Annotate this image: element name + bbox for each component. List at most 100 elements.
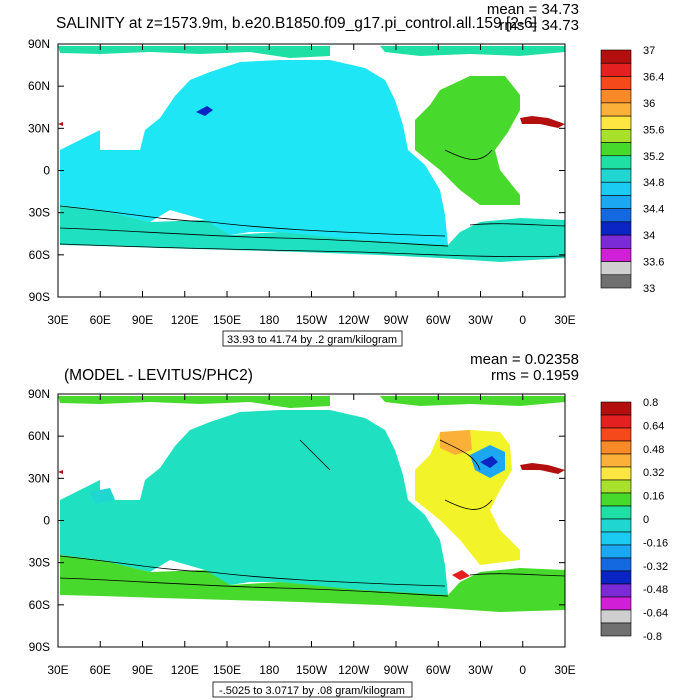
bottom-colorbar-box — [600, 531, 632, 546]
top-colorbar-label: 35.2 — [643, 151, 664, 163]
top-mean-label: mean = 34.73 — [487, 1, 579, 18]
bottom-colorbar-label: -0.16 — [643, 537, 668, 549]
bottom-y-tick-label: 30N — [28, 471, 50, 485]
top-x-tick-label: 180 — [259, 313, 279, 327]
top-x-tick-label: 60E — [90, 313, 111, 327]
top-colorbar-label: 33 — [643, 283, 655, 295]
top-x-tick-label: 150E — [213, 313, 241, 327]
top-japan-sea-feature — [196, 106, 213, 116]
top-y-tick-label: 30N — [28, 121, 50, 135]
top-x-tick-label: 120E — [171, 313, 199, 327]
bottom-colorbar-label: 0.8 — [643, 397, 658, 409]
bottom-colorbar-box — [600, 557, 632, 572]
bottom-x-tick-label: 30E — [554, 663, 575, 677]
top-x-tick-label: 60W — [426, 313, 451, 327]
bottom-mean-label: mean = 0.02358 — [470, 351, 579, 368]
bottom-x-tick-label: 120E — [171, 663, 199, 677]
bottom-mediterranean-feature — [520, 463, 565, 474]
top-x-tick-label: 30E — [47, 313, 68, 327]
top-axis-ticks — [57, 43, 566, 298]
bottom-red-sea-feature — [58, 470, 63, 474]
top-colorbar-box — [600, 142, 632, 157]
bottom-x-tick-label: 60E — [90, 663, 111, 677]
bottom-y-tick-label: 30S — [29, 556, 50, 570]
bottom-x-tick-label: 30W — [468, 663, 493, 677]
top-colorbar-box — [600, 274, 632, 289]
top-red-sea-feature — [58, 122, 63, 126]
top-x-tick-label: 0 — [519, 313, 526, 327]
top-colorbar-box — [600, 261, 632, 276]
bottom-range-label: -.5025 to 3.0717 by .08 gram/kilogram — [219, 685, 405, 697]
bottom-labrador-feature — [440, 430, 472, 455]
bottom-y-tick-label: 60S — [29, 598, 50, 612]
top-y-tick-label: 60S — [29, 248, 50, 262]
bottom-panel: (MODEL - LEVITUS/PHC2) mean = 0.02358 rm… — [28, 351, 668, 698]
top-colorbar-box — [600, 248, 632, 262]
bottom-colorbar-label: 0.48 — [643, 444, 664, 456]
bottom-southern-ocean — [60, 555, 565, 612]
top-colorbar-box — [600, 129, 632, 143]
bottom-x-tick-label: 0 — [519, 663, 526, 677]
top-colorbar-label: 36 — [643, 98, 655, 110]
top-colorbar — [600, 49, 632, 289]
bottom-colorbar-box — [600, 583, 632, 598]
bottom-colorbar-label: -0.8 — [643, 631, 662, 643]
top-range-label: 33.93 to 41.74 by .2 gram/kilogram — [227, 334, 397, 346]
top-colorbar-box — [600, 76, 632, 90]
top-pacific-indian-ocean — [60, 60, 448, 245]
bottom-colorbar-labels: 0.8 0.64 0.48 0.32 0.16 0 -0.16 -0.32 -0.48 -0.64… — [643, 397, 668, 643]
bottom-colorbar-box — [600, 401, 632, 416]
bottom-gulfstream-core — [480, 456, 498, 468]
bottom-axis-ticks — [57, 393, 566, 648]
bottom-rms-label: rms = 0.1959 — [491, 367, 579, 384]
bottom-colorbar-box — [600, 427, 632, 442]
bottom-colorbar — [600, 401, 632, 637]
bottom-axis-labels: 30E 60E 90E 120E 150E 180 150W 120W 90W 60W 30W 0 30… — [28, 387, 576, 677]
top-colorbar-label: 33.6 — [643, 257, 664, 269]
bottom-colorbar-box — [600, 492, 632, 507]
bottom-map-field — [58, 396, 566, 612]
bottom-colorbar-box — [600, 518, 632, 533]
top-colorbar-label: 35.6 — [643, 124, 664, 136]
bottom-x-tick-label: 90W — [384, 663, 409, 677]
bottom-colorbar-box — [600, 440, 632, 455]
bottom-colorbar-box — [600, 570, 632, 585]
bottom-south-atlantic-feature — [452, 570, 470, 580]
bottom-colorbar-label: -0.64 — [643, 608, 668, 620]
bottom-colorbar-box — [600, 466, 632, 481]
top-y-tick-label: 90N — [28, 37, 50, 51]
bottom-y-tick-label: 60N — [28, 429, 50, 443]
top-panel: SALINITY at z=1573.9m, b.e20.B1850.f09_g… — [28, 1, 664, 347]
top-colorbar-label: 37 — [643, 45, 655, 57]
bottom-title: (MODEL - LEVITUS/PHC2) — [64, 367, 253, 384]
top-colorbar-box — [600, 195, 632, 209]
top-range-box — [222, 330, 403, 347]
bottom-colorbar-box — [600, 505, 632, 520]
bottom-colorbar-box — [600, 479, 632, 494]
top-colorbar-box — [600, 89, 632, 104]
top-x-tick-label: 150W — [296, 313, 328, 327]
top-north-atlantic — [415, 76, 520, 205]
bottom-contours — [59, 439, 566, 597]
top-colorbar-label: 34.8 — [643, 177, 664, 189]
bottom-x-tick-label: 120W — [338, 663, 370, 677]
top-colorbar-box — [600, 102, 632, 117]
bottom-colorbar-label: 0.32 — [643, 467, 664, 479]
top-colorbar-label: 36.4 — [643, 71, 664, 83]
bottom-indonesia-feature — [90, 488, 115, 504]
bottom-colorbar-box — [600, 544, 632, 559]
top-contours — [59, 149, 566, 258]
bottom-y-tick-label: 0 — [43, 514, 50, 528]
top-x-tick-label: 30E — [554, 313, 575, 327]
bottom-pacific-indian-ocean — [60, 410, 448, 595]
top-map-field — [58, 46, 566, 262]
bottom-colorbar-label: 0.64 — [643, 420, 664, 432]
bottom-x-tick-label: 60W — [426, 663, 451, 677]
bottom-x-tick-label: 90E — [132, 663, 153, 677]
top-colorbar-box — [600, 168, 632, 183]
bottom-x-tick-label: 30E — [47, 663, 68, 677]
top-colorbar-label: 34.4 — [643, 204, 664, 216]
bottom-colorbar-label: -0.32 — [643, 561, 668, 573]
top-y-tick-label: 0 — [43, 164, 50, 178]
top-title: SALINITY at z=1573.9m, b.e20.B1850.f09_g… — [56, 15, 537, 32]
